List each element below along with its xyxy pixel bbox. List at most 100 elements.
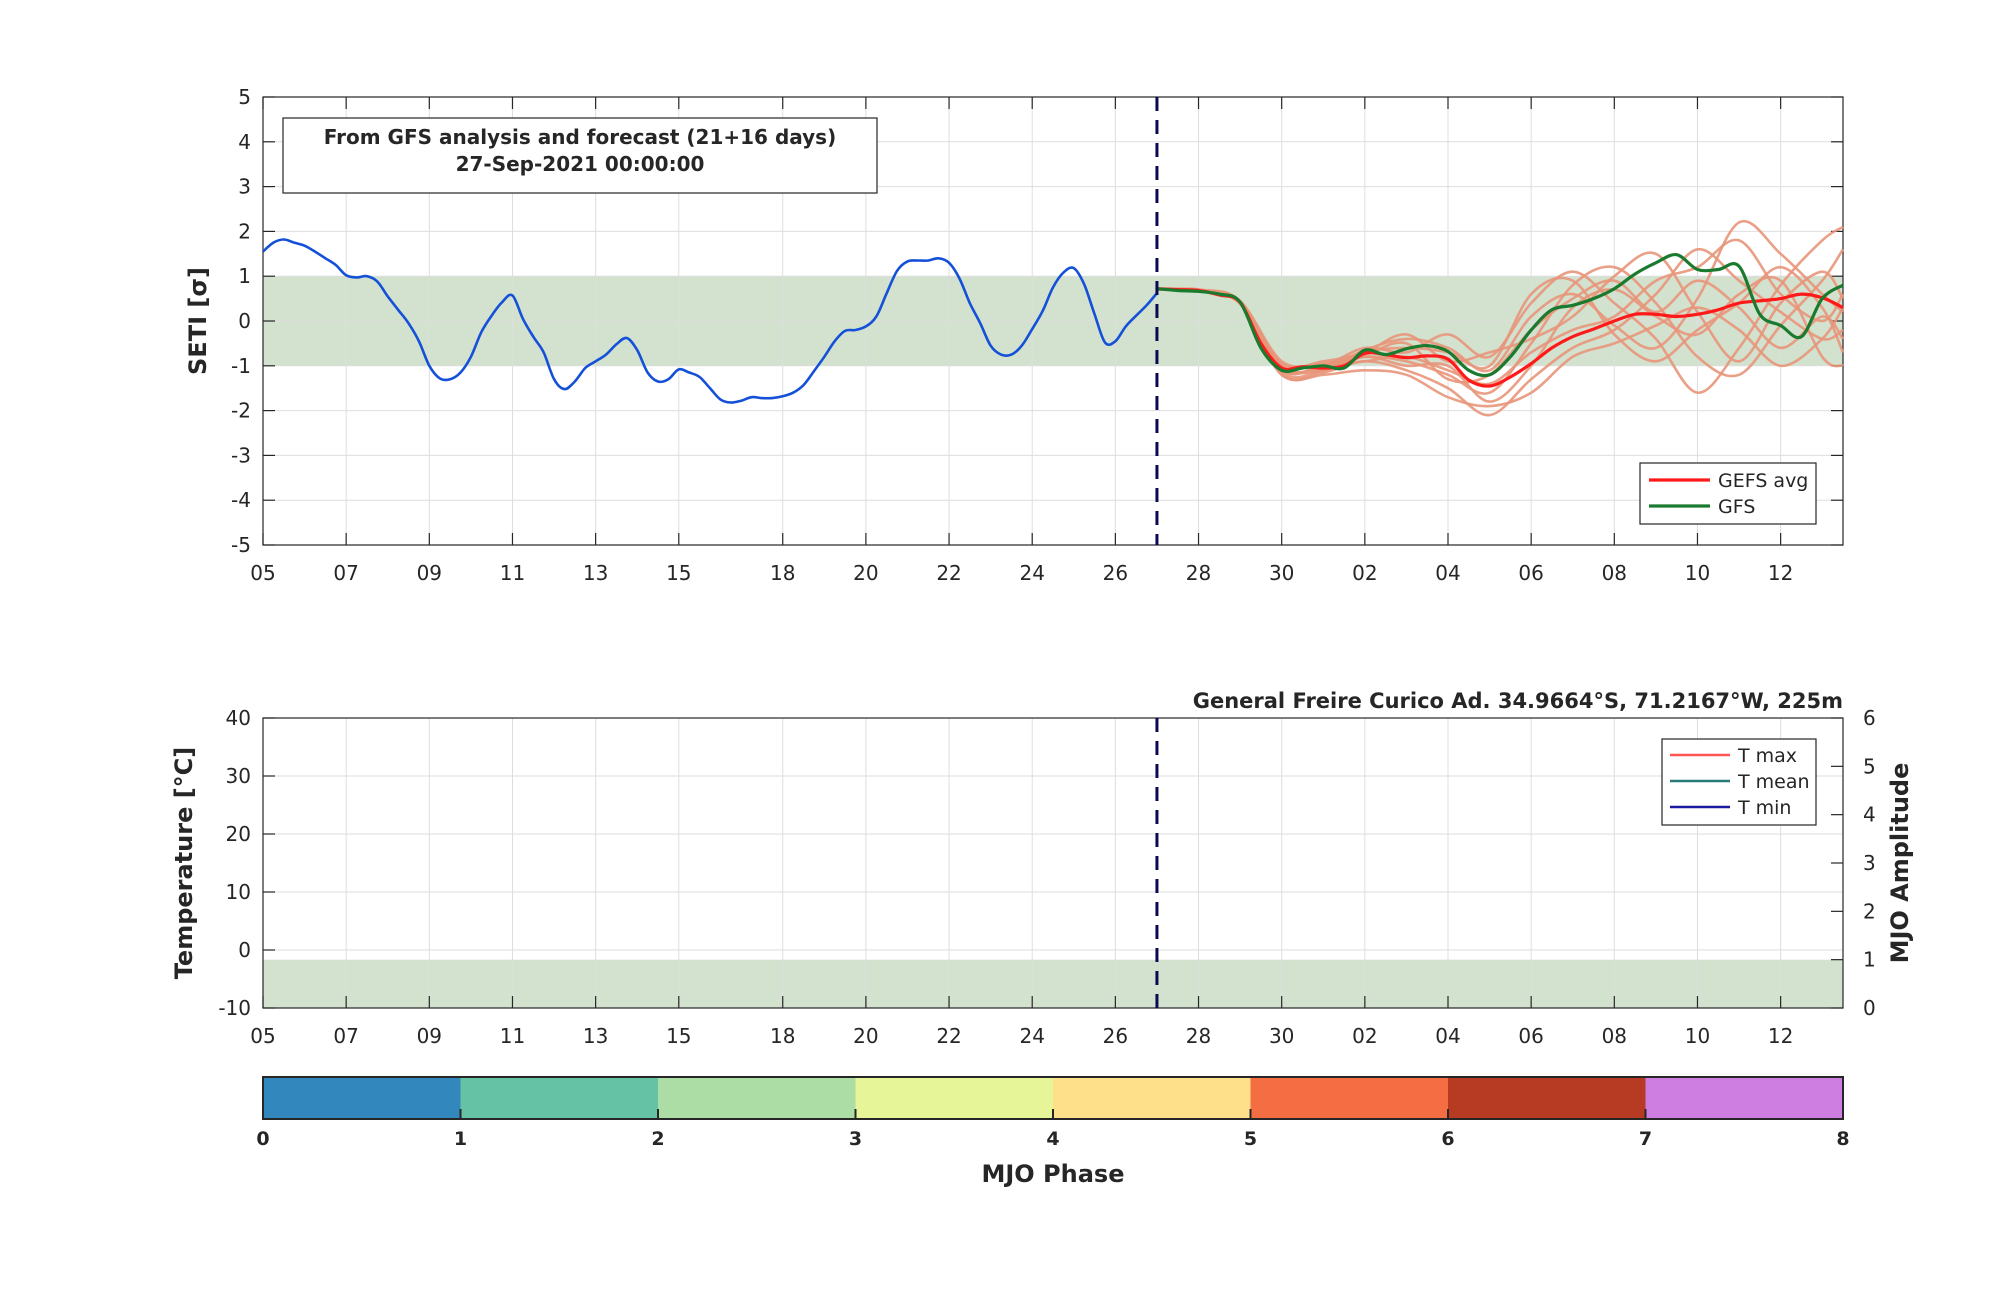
mjo-amplitude-tick-label: 1 [1863,948,1876,972]
temperature-x-tick-labels: 05 07 09 11 13 15 18 20 22 24 26 28 30 02 04 06 08 10 12 [250,1024,1793,1048]
mjo-amplitude-band [263,959,1843,1008]
seti-x-tick-label: 04 [1435,561,1460,585]
mjo-phase-segment [1250,1077,1449,1119]
seti-analysis-line [262,238,1158,404]
info-box-line2: 27-Sep-2021 00:00:00 [456,152,705,176]
seti-x-tick-labels: 05 07 09 11 13 15 18 20 22 24 26 28 30 02 04 06 08 10 12 [250,561,1793,585]
temperature-legend-label: T mean [1737,771,1810,793]
temperature-legend-label: T min [1737,797,1791,819]
temperature-x-tick-label: 10 [1685,1024,1710,1048]
seti-x-tick-label: 15 [666,561,691,585]
seti-x-tick-label: 02 [1352,561,1377,585]
temperature-x-tick-label: 26 [1103,1024,1128,1048]
mjo-phase-segment [460,1077,659,1119]
temperature-y-tick-label: 0 [238,938,251,962]
mjo-phase-segment [1053,1077,1251,1119]
temperature-legend-frame [1661,738,1817,826]
seti-x-tick-label: 06 [1518,561,1543,585]
mjo-amplitude-tick-label: 6 [1863,706,1876,730]
seti-x-tick-label: 12 [1768,561,1793,585]
temperature-x-tick-label: 02 [1352,1024,1377,1048]
seti-legend-label: GFS [1718,496,1755,518]
seti-x-tick-label: 09 [417,561,442,585]
temperature-x-tick-label: 12 [1768,1024,1793,1048]
seti-y-tick-label: 0 [238,309,251,333]
seti-legend: GEFS avg GFS [1639,462,1817,525]
temperature-y-tick-label: 10 [226,880,251,904]
temperature-y-tick-label: -10 [218,996,251,1020]
temperature-x-tick-label: 11 [500,1024,525,1048]
info-box: From GFS analysis and forecast (21+16 da… [282,117,878,194]
mjo-phase-tick-label: 5 [1244,1128,1257,1150]
temperature-x-tick-label: 05 [250,1024,275,1048]
seti-x-tick-label: 20 [853,561,878,585]
temperature-y-axis-label: Temperature [°C] [170,747,198,980]
mjo-phase-tick-label: 7 [1639,1128,1652,1150]
temperature-x-tick-label: 07 [333,1024,358,1048]
temperature-x-tick-label: 30 [1269,1024,1294,1048]
temperature-y-tick-label: 20 [226,822,251,846]
temperature-x-tick-label: 18 [770,1024,795,1048]
temperature-x-tick-label: 04 [1435,1024,1460,1048]
temperature-ticks [262,717,1843,1009]
seti-x-tick-label: 24 [1019,561,1044,585]
mjo-phase-label: MJO Phase [981,1160,1124,1188]
mjo-phase-tick-label: 2 [651,1128,664,1150]
seti-legend-frame [1639,462,1817,525]
mjo-phase-tick-label: 0 [256,1128,269,1150]
seti-y-tick-label: -2 [231,399,251,423]
seti-series [262,238,1844,404]
seti-x-tick-label: 11 [500,561,525,585]
temperature-x-tick-label: 20 [853,1024,878,1048]
gfs-line [1156,252,1844,378]
mjo-phase-tick-label: 3 [849,1128,862,1150]
seti-x-tick-label: 30 [1269,561,1294,585]
seti-y-tick-label: -3 [231,443,251,467]
temperature-x-tick-label: 24 [1019,1024,1044,1048]
seti-x-tick-label: 18 [770,561,795,585]
seti-x-tick-label: 28 [1186,561,1211,585]
temperature-x-tick-label: 13 [583,1024,608,1048]
seti-y-tick-label: 3 [238,175,251,199]
seti-y-axis-label: SETI [σ] [184,267,212,375]
seti-x-tick-label: 26 [1103,561,1128,585]
mjo-amplitude-tick-labels: 6 5 4 3 2 1 0 [1863,706,1876,1020]
mjo-phase-tick-label: 4 [1046,1128,1059,1150]
info-box-frame [282,117,878,194]
mjo-amplitude-tick-label: 5 [1863,754,1876,778]
seti-x-tick-label: 10 [1685,561,1710,585]
mjo-phase-tick-label: 8 [1836,1128,1849,1150]
temperature-x-tick-label: 28 [1186,1024,1211,1048]
seti-y-tick-label: -1 [231,354,251,378]
mjo-phase-segment [263,1077,461,1119]
mjo-amplitude-axis-label: MJO Amplitude [1886,763,1914,964]
seti-x-tick-label: 22 [936,561,961,585]
seti-x-tick-label: 13 [583,561,608,585]
mjo-phase-tick-label: 6 [1441,1128,1454,1150]
mjo-phase-segment [855,1077,1054,1119]
gefs-avg-line [1156,287,1844,388]
seti-y-tick-labels: 5 4 3 2 1 0 -1 -2 -3 -4 -5 [231,85,251,557]
mjo-amplitude-tick-label: 2 [1863,899,1876,923]
temperature-legend: T max T mean T min [1661,738,1817,826]
seti-x-tick-label: 08 [1602,561,1627,585]
mjo-amplitude-tick-label: 0 [1863,996,1876,1020]
temperature-x-tick-label: 15 [666,1024,691,1048]
seti-x-tick-label: 05 [250,561,275,585]
seti-y-tick-label: 5 [238,85,251,109]
mjo-phase-segments [263,1077,1844,1119]
seti-legend-label: GEFS avg [1718,470,1808,492]
temperature-y-tick-label: 40 [226,706,251,730]
mjo-phase-segment [1448,1077,1646,1119]
mjo-amplitude-tick-label: 3 [1863,851,1876,875]
mjo-phase-segment [1645,1077,1844,1119]
temperature-x-tick-label: 22 [936,1024,961,1048]
mjo-amplitude-tick-label: 4 [1863,803,1876,827]
seti-y-tick-label: 2 [238,219,251,243]
seti-y-tick-label: 1 [238,264,251,288]
seti-y-tick-label: 4 [238,130,251,154]
